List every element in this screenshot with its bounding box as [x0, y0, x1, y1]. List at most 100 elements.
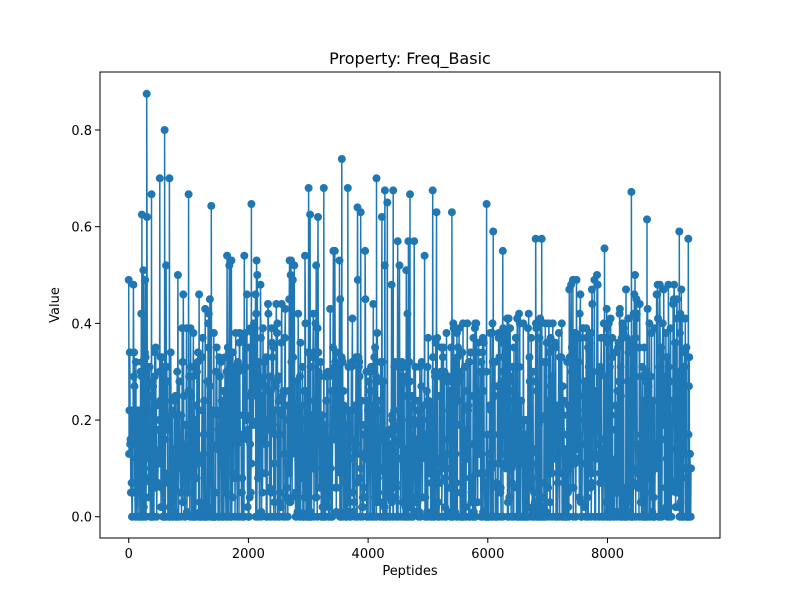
- data-point: [200, 396, 209, 405]
- data-point: [518, 459, 527, 468]
- data-point: [270, 459, 279, 468]
- data-point: [667, 512, 676, 521]
- data-point: [150, 372, 159, 381]
- data-point: [520, 449, 529, 458]
- data-point: [600, 244, 609, 253]
- data-point: [412, 435, 421, 444]
- data-point: [642, 440, 651, 449]
- data-point: [357, 396, 366, 405]
- data-point: [177, 411, 186, 420]
- data-point: [330, 246, 339, 255]
- data-point: [220, 459, 229, 468]
- data-point: [557, 319, 566, 328]
- data-point: [623, 498, 632, 507]
- data-point: [296, 372, 304, 381]
- data-point: [333, 372, 342, 381]
- data-point: [209, 329, 218, 337]
- data-point: [636, 498, 645, 507]
- data-point: [336, 469, 345, 478]
- data-point: [204, 319, 213, 328]
- data-point: [632, 309, 641, 318]
- data-point: [386, 454, 395, 463]
- data-point: [160, 126, 169, 134]
- data-point: [399, 391, 408, 400]
- data-point: [591, 387, 600, 395]
- data-point: [490, 391, 499, 400]
- data-point: [145, 430, 154, 439]
- data-point: [578, 459, 587, 468]
- data-point: [529, 367, 537, 376]
- data-point: [637, 454, 646, 463]
- data-point: [535, 333, 544, 342]
- data-point: [309, 309, 318, 318]
- data-point: [673, 295, 681, 304]
- data-point: [162, 362, 171, 371]
- data-point: [297, 416, 306, 424]
- data-point: [243, 425, 252, 434]
- data-point: [543, 396, 552, 405]
- data-point: [465, 358, 474, 366]
- data-point: [422, 387, 431, 395]
- data-point: [615, 304, 624, 313]
- data-point: [432, 208, 441, 217]
- data-point: [254, 358, 263, 366]
- data-point: [173, 367, 182, 376]
- data-point: [594, 420, 602, 429]
- data-point: [245, 512, 253, 521]
- data-point: [261, 353, 270, 362]
- data-point: [643, 215, 651, 224]
- data-point: [291, 449, 299, 458]
- data-point: [515, 362, 524, 371]
- data-point: [672, 406, 680, 415]
- data-point: [264, 309, 273, 318]
- data-point: [156, 396, 165, 405]
- data-point: [184, 488, 193, 497]
- data-point: [478, 348, 487, 357]
- data-point: [498, 246, 507, 255]
- chart-title: Property: Freq_Basic: [329, 49, 491, 69]
- data-point: [333, 483, 341, 492]
- data-point: [298, 474, 307, 483]
- data-point: [570, 343, 579, 352]
- data-point: [316, 358, 325, 366]
- data-point: [664, 280, 673, 289]
- data-point: [157, 483, 166, 492]
- data-point: [456, 488, 465, 497]
- data-point: [371, 343, 380, 352]
- data-point: [627, 420, 636, 429]
- data-point: [610, 425, 619, 434]
- data-point: [601, 372, 610, 381]
- data-point: [350, 401, 359, 410]
- data-point: [605, 362, 614, 371]
- data-point: [216, 406, 225, 415]
- data-point: [466, 348, 475, 357]
- series-layer: [124, 89, 695, 521]
- data-point: [576, 333, 585, 342]
- data-point: [427, 406, 436, 415]
- data-point: [156, 449, 164, 458]
- data-point: [403, 309, 412, 318]
- data-point: [368, 401, 377, 410]
- data-point: [204, 343, 213, 352]
- data-point: [228, 493, 237, 502]
- data-point: [297, 401, 306, 410]
- data-point: [585, 338, 594, 347]
- data-point: [508, 362, 517, 371]
- data-point: [554, 406, 563, 415]
- data-point: [441, 474, 450, 483]
- data-point: [530, 488, 539, 497]
- data-point: [366, 464, 374, 473]
- data-point: [283, 512, 292, 521]
- data-point: [178, 358, 187, 366]
- data-point: [555, 440, 564, 449]
- data-point: [165, 474, 174, 483]
- data-point: [479, 338, 488, 347]
- data-point: [626, 488, 634, 497]
- data-point: [168, 406, 177, 415]
- data-point: [557, 353, 566, 362]
- data-point: [130, 478, 139, 487]
- data-point: [658, 319, 667, 328]
- data-point: [246, 440, 255, 449]
- data-point: [488, 319, 497, 328]
- data-point: [438, 353, 447, 362]
